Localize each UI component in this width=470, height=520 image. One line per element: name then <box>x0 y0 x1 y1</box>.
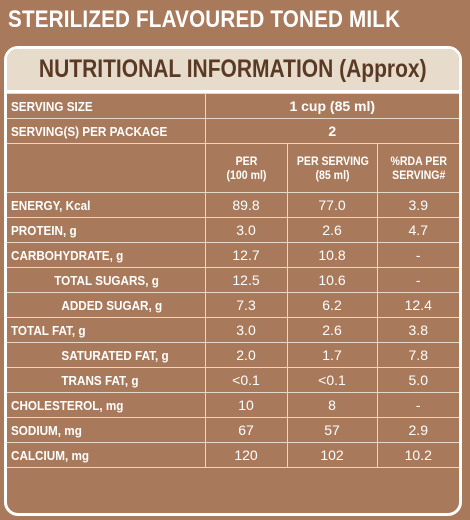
value-rda: 3.8 <box>376 317 459 343</box>
value-per-serving: 57 <box>286 417 378 443</box>
table-row: SODIUM, mg 67 57 2.9 <box>7 417 459 443</box>
value-per-100ml: 120 <box>204 442 288 468</box>
product-title: STERILIZED FLAVOURED TONED MILK <box>8 6 401 33</box>
table-row: TRANS FAT, g <0.1 <0.1 5.0 <box>7 367 459 393</box>
value-rda: - <box>376 242 459 268</box>
nutrient-label: TOTAL FAT, g <box>7 317 206 343</box>
nutrient-label: ADDED SUGAR, g <box>7 292 206 318</box>
column-header-per-100ml: PER (100 ml) <box>204 143 288 193</box>
value-per-serving: 2.6 <box>286 317 378 343</box>
table-row: SATURATED FAT, g 2.0 1.7 7.8 <box>7 342 459 368</box>
value-per-100ml: 7.3 <box>204 292 288 318</box>
value-rda: 3.9 <box>376 192 459 218</box>
table-row: ADDED SUGAR, g 7.3 6.2 12.4 <box>7 292 459 318</box>
value-rda: 12.4 <box>376 292 459 318</box>
servings-per-package-label: SERVING(S) PER PACKAGE <box>7 118 206 144</box>
table-row: PROTEIN, g 3.0 2.6 4.7 <box>7 217 459 243</box>
value-per-serving: 6.2 <box>286 292 378 318</box>
table-row: TOTAL FAT, g 3.0 2.6 3.8 <box>7 317 459 343</box>
nutrient-label: CALCIUM, mg <box>7 442 206 468</box>
value-per-100ml: 12.7 <box>204 242 288 268</box>
servings-per-package-value: 2 <box>204 118 459 144</box>
servings-per-package-row: SERVING(S) PER PACKAGE 2 <box>7 118 459 144</box>
value-rda: 7.8 <box>376 342 459 368</box>
value-rda: 10.2 <box>376 442 459 468</box>
serving-size-label: SERVING SIZE <box>7 93 206 119</box>
panel-title: NUTRITIONAL INFORMATION (Approx) <box>39 55 427 83</box>
nutrient-label: SATURATED FAT, g <box>7 342 206 368</box>
value-per-100ml: 10 <box>204 392 288 418</box>
value-per-100ml: 12.5 <box>204 267 288 293</box>
value-per-serving: 77.0 <box>286 192 378 218</box>
value-rda: 5.0 <box>376 367 459 393</box>
value-per-serving: 10.6 <box>286 267 378 293</box>
nutrition-table: SERVING SIZE 1 cup (85 ml) SERVING(S) PE… <box>7 93 459 468</box>
nutrient-label: PROTEIN, g <box>7 217 206 243</box>
value-per-serving: 1.7 <box>286 342 378 368</box>
serving-size-value: 1 cup (85 ml) <box>204 93 459 119</box>
column-header-rda: %RDA PER SERVING# <box>376 143 459 193</box>
column-header-row: PER (100 ml) PER SERVING (85 ml) %RDA PER S… <box>7 143 459 193</box>
value-per-serving: 2.6 <box>286 217 378 243</box>
table-row: ENERGY, Kcal 89.8 77.0 3.9 <box>7 192 459 218</box>
nutrient-label: SODIUM, mg <box>7 417 206 443</box>
value-per-100ml: 2.0 <box>204 342 288 368</box>
nutrient-label: TRANS FAT, g <box>7 367 206 393</box>
value-per-100ml: 3.0 <box>204 317 288 343</box>
serving-size-row: SERVING SIZE 1 cup (85 ml) <box>7 93 459 119</box>
nutrient-label: TOTAL SUGARS, g <box>7 267 206 293</box>
value-per-serving: 8 <box>286 392 378 418</box>
table-row: CALCIUM, mg 120 102 10.2 <box>7 442 459 468</box>
table-row: CARBOHYDRATE, g 12.7 10.8- <box>7 242 459 268</box>
value-per-100ml: 67 <box>204 417 288 443</box>
nutrition-panel: NUTRITIONAL INFORMATION (Approx) SERVING… <box>4 46 462 516</box>
table-row: TOTAL SUGARS, g 12.5 10.6- <box>7 267 459 293</box>
nutrient-label: ENERGY, Kcal <box>7 192 206 218</box>
nutrient-label: CARBOHYDRATE, g <box>7 242 206 268</box>
column-header-blank <box>7 143 206 193</box>
value-rda: - <box>376 392 459 418</box>
value-per-100ml: 89.8 <box>204 192 288 218</box>
table-row: CHOLESTEROL, mg 10 8- <box>7 392 459 418</box>
value-rda: 2.9 <box>376 417 459 443</box>
value-per-serving: 102 <box>286 442 378 468</box>
column-header-per-serving: PER SERVING (85 ml) <box>286 143 378 193</box>
value-rda: 4.7 <box>376 217 459 243</box>
value-per-serving: <0.1 <box>286 367 378 393</box>
value-rda: - <box>376 267 459 293</box>
value-per-serving: 10.8 <box>286 242 378 268</box>
nutrient-label: CHOLESTEROL, mg <box>7 392 206 418</box>
value-per-100ml: <0.1 <box>204 367 288 393</box>
panel-header: NUTRITIONAL INFORMATION (Approx) <box>7 49 459 93</box>
value-per-100ml: 3.0 <box>204 217 288 243</box>
